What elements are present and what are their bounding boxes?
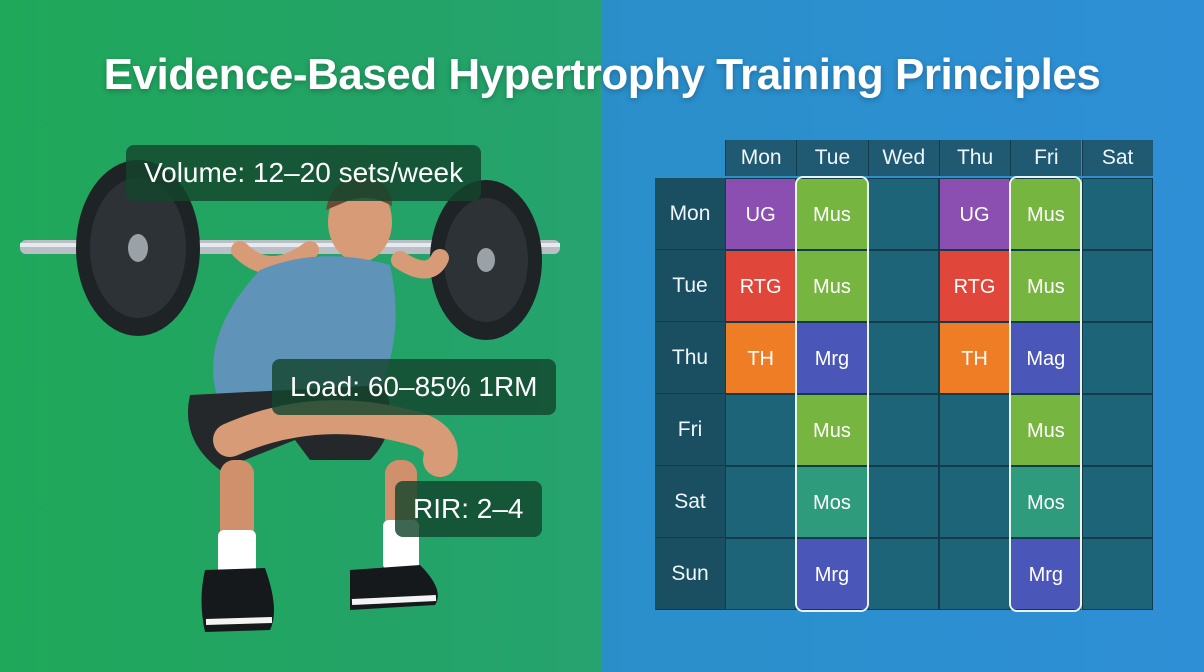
load-label: Load: 60–85% 1RM [272,359,556,415]
volume-label: Volume: 12–20 sets/week [126,145,482,201]
schedule-cell [1081,250,1153,322]
schedule-cell [867,322,939,394]
schedule-cell [1081,394,1153,466]
schedule-cell: Mos [796,466,868,538]
schedule-cell: Mag [1010,322,1082,394]
row-label-mon: Mon [655,178,725,250]
schedule-cell: Mus [1010,394,1082,466]
schedule-cell: Mus [1010,178,1082,250]
schedule-cell [725,538,797,610]
column-header-wed: Wed [867,140,939,176]
column-header-fri: Fri [1010,140,1082,176]
schedule-cell [938,466,1011,538]
page-title: Evidence-Based Hypertrophy Training Prin… [103,50,1101,99]
schedule-cell [867,178,939,250]
schedule-cell: Mus [796,178,868,250]
schedule-cell [867,394,939,466]
schedule-cell: UG [725,178,797,250]
row-label-thu: Thu [655,322,725,394]
schedule-cell [1081,538,1153,610]
column-header-mon: Mon [725,140,797,176]
row-label-tue: Tue [655,250,725,322]
schedule-cell [867,250,939,322]
schedule-cell: RTG [938,250,1011,322]
schedule-cell [867,466,939,538]
schedule-cell: Mos [1010,466,1082,538]
rir-label: RIR: 2–4 [395,481,542,537]
schedule-cell: Mrg [1010,538,1082,610]
schedule-cell: RTG [725,250,797,322]
athlete-squat-image [20,160,560,632]
weekly-schedule-grid: Mon Tue Wed Thu Fri Sat Mon UG Mus UG Mus Tue RTG Mus… [655,140,1153,612]
schedule-cell: TH [725,322,797,394]
schedule-cell: Mus [796,250,868,322]
schedule-cell [1081,178,1153,250]
schedule-cell: Mus [1010,250,1082,322]
schedule-cell: TH [938,322,1011,394]
schedule-cell [1081,466,1153,538]
schedule-cell: Mrg [796,538,868,610]
row-label-sun: Sun [655,538,725,610]
row-label-sat: Sat [655,466,725,538]
row-label-fri: Fri [655,394,725,466]
schedule-cell [1081,322,1153,394]
schedule-cell: Mrg [796,322,868,394]
schedule-cell [867,538,939,610]
schedule-cell [938,538,1011,610]
schedule-cell: Mus [796,394,868,466]
schedule-cell [938,394,1011,466]
column-header-tue: Tue [796,140,868,176]
column-header-sat: Sat [1081,140,1153,176]
schedule-cell: UG [938,178,1011,250]
schedule-cell [725,394,797,466]
column-header-thu: Thu [938,140,1011,176]
schedule-cell [725,466,797,538]
